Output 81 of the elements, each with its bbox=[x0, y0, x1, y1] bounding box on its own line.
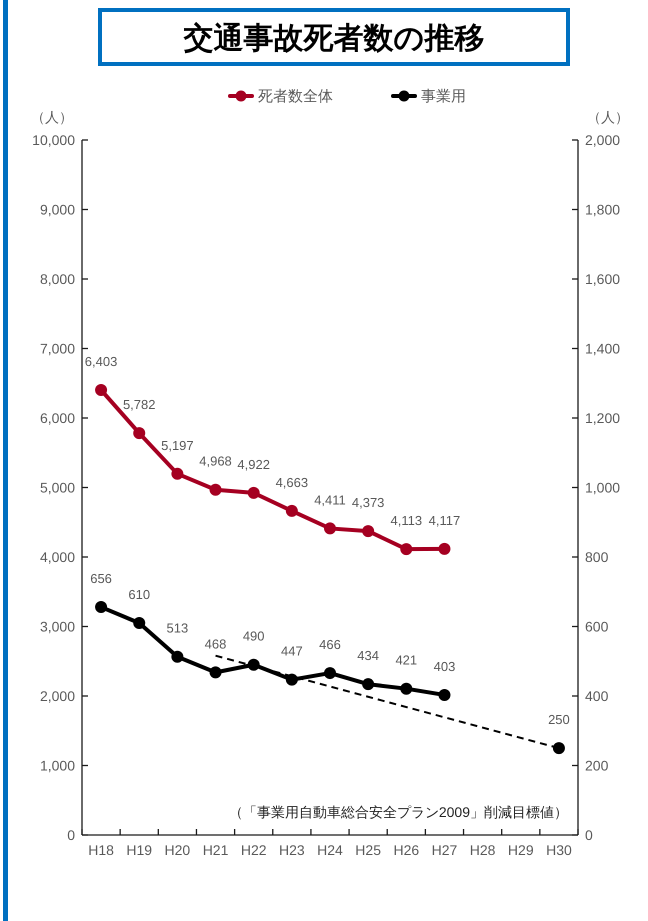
y-tick-label: 10,000 bbox=[32, 132, 76, 148]
point bbox=[400, 682, 412, 695]
y2-axis-title: （人） bbox=[587, 109, 629, 125]
chart-title: 交通事故死者数の推移 bbox=[182, 21, 484, 55]
y-tick-label: 7,000 bbox=[40, 340, 76, 356]
y2-tick-label: 1,600 bbox=[585, 271, 620, 287]
data-label: 5,197 bbox=[161, 438, 194, 453]
x-tick-label: H19 bbox=[126, 842, 152, 858]
data-label: 4,968 bbox=[199, 454, 232, 469]
x-tick-label: H20 bbox=[164, 842, 190, 858]
y-tick-label: 0 bbox=[67, 827, 76, 843]
data-label: 656 bbox=[90, 571, 112, 586]
x-tick-label: H24 bbox=[317, 842, 344, 858]
y-tick-label: 2,000 bbox=[40, 688, 76, 704]
point bbox=[362, 678, 374, 690]
y-tick-label: 6,000 bbox=[40, 410, 76, 426]
legend-label: 死者数全体 bbox=[258, 88, 333, 105]
data-label: 468 bbox=[204, 636, 226, 652]
point bbox=[210, 484, 222, 496]
data-label: 4,922 bbox=[237, 456, 270, 472]
y-tick-label: 3,000 bbox=[40, 618, 76, 634]
data-label: 4,117 bbox=[428, 512, 460, 528]
data-label: 4,663 bbox=[276, 474, 308, 490]
data-label: 4,411 bbox=[314, 492, 346, 508]
point bbox=[324, 522, 336, 534]
point bbox=[133, 427, 146, 440]
point bbox=[210, 666, 222, 678]
data-label: 434 bbox=[357, 648, 380, 664]
point bbox=[438, 688, 450, 701]
data-label: 4,373 bbox=[352, 495, 384, 510]
x-tick-label: H30 bbox=[546, 842, 572, 858]
x-tick-label: H29 bbox=[508, 842, 534, 858]
y2-tick-label: 600 bbox=[585, 618, 609, 634]
y2-tick-label: 1,200 bbox=[585, 410, 620, 426]
point bbox=[438, 542, 450, 555]
point bbox=[171, 468, 184, 480]
y-tick-label: 5,000 bbox=[40, 480, 76, 496]
x-tick-label: H21 bbox=[202, 842, 229, 858]
point bbox=[133, 617, 146, 630]
data-label: 421 bbox=[395, 652, 418, 668]
data-label: 466 bbox=[319, 637, 341, 652]
y-tick-label: 1,000 bbox=[40, 758, 76, 774]
y-axis-title: （人） bbox=[31, 109, 73, 125]
point bbox=[95, 601, 108, 614]
y2-tick-label: 1,400 bbox=[585, 340, 620, 356]
point bbox=[171, 650, 184, 663]
data-label: 5,782 bbox=[122, 397, 156, 412]
data-label: 490 bbox=[242, 628, 265, 644]
y-tick-label: 4,000 bbox=[40, 549, 76, 565]
legend-label: 事業用 bbox=[421, 88, 466, 105]
data-label: 6,403 bbox=[84, 354, 118, 369]
y2-tick-label: 1,800 bbox=[585, 202, 620, 218]
point bbox=[400, 543, 412, 556]
annotation: （「事業用自動車総合安全プラン2009」削減目標値） bbox=[228, 804, 568, 820]
data-label: 4,113 bbox=[390, 513, 422, 528]
x-tick-label: H23 bbox=[279, 842, 305, 858]
data-label: 447 bbox=[280, 644, 303, 659]
x-tick-label: H28 bbox=[470, 842, 496, 858]
x-tick-label: H25 bbox=[355, 842, 382, 858]
data-label: 610 bbox=[128, 587, 150, 602]
x-tick-label: H18 bbox=[88, 842, 114, 858]
data-label: 403 bbox=[434, 658, 456, 674]
point bbox=[95, 384, 108, 396]
y2-tick-label: 2,000 bbox=[585, 132, 620, 148]
x-tick-label: H26 bbox=[393, 842, 420, 858]
y-tick-label: 9,000 bbox=[40, 202, 76, 218]
y2-tick-label: 0 bbox=[585, 827, 593, 843]
y2-tick-label: 800 bbox=[585, 549, 609, 565]
data-label: 250 bbox=[548, 712, 570, 728]
data-label: 513 bbox=[166, 620, 188, 636]
y-tick-label: 8,000 bbox=[40, 271, 76, 287]
point bbox=[286, 674, 298, 686]
y2-tick-label: 200 bbox=[585, 758, 609, 774]
point bbox=[248, 486, 260, 499]
y2-tick-label: 1,000 bbox=[585, 480, 620, 496]
x-tick-label: H22 bbox=[240, 842, 267, 858]
point bbox=[324, 667, 336, 680]
x-tick-label: H27 bbox=[432, 842, 458, 858]
y2-tick-label: 400 bbox=[585, 688, 609, 704]
point bbox=[362, 525, 374, 538]
point bbox=[286, 504, 298, 517]
